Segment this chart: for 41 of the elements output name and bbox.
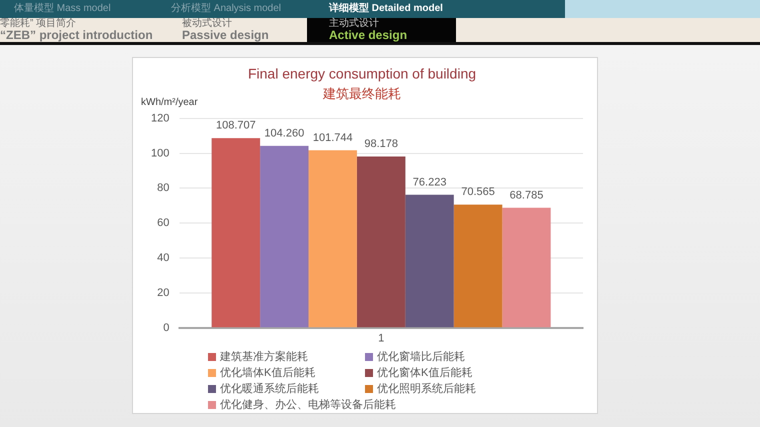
- legend-label: 建筑基准方案能耗: [219, 350, 308, 364]
- legend-label: 优化暖通系统后能耗: [220, 382, 319, 396]
- text: 详细模型 Detailed model: [329, 3, 443, 15]
- legend-label: 优化墙体K值后能耗: [220, 366, 316, 380]
- chart-title: Final energy consumption of building: [248, 65, 476, 82]
- y-tick-label: 20: [157, 286, 170, 299]
- y-tick-label: 80: [157, 182, 170, 194]
- text: 主动式设计: [329, 18, 380, 29]
- text: 零能耗” 项目简介: [0, 18, 78, 29]
- text: 体量模型 Mass model: [14, 3, 111, 15]
- y-tick-label: 0: [163, 322, 170, 334]
- y-tick-label: 120: [150, 112, 170, 124]
- x-tick-label: 1: [378, 332, 384, 344]
- bar: [356, 156, 406, 328]
- data-label: 101.744: [312, 132, 353, 144]
- data-label: 108.707: [216, 120, 256, 132]
- data-label: 98.178: [364, 138, 398, 150]
- y-tick-label: 40: [157, 252, 170, 264]
- bar: [502, 208, 551, 328]
- data-label: 68.785: [510, 189, 544, 202]
- data-label: 76.223: [412, 176, 446, 188]
- data-label: 104.260: [264, 127, 304, 140]
- bar: [260, 146, 309, 328]
- text: 被动式设计: [182, 18, 233, 29]
- y-tick-label: 100: [150, 147, 170, 160]
- legend-label: 优化窗体K值后能耗: [377, 366, 472, 380]
- text: Active design: [329, 28, 408, 42]
- text: “ZEB” project introduction: [0, 28, 153, 42]
- bar: [308, 150, 357, 328]
- bar: [405, 194, 454, 328]
- legend-label: 优化健身、办公、电梯等设备后能耗: [220, 398, 396, 412]
- bar: [212, 138, 260, 328]
- legend-label: 优化照明系统后能耗: [377, 382, 476, 396]
- y-tick-label: 60: [157, 217, 170, 230]
- data-label: 70.565: [461, 186, 495, 198]
- y-axis-title: kWh/m²/year: [141, 97, 198, 108]
- text: Passive design: [182, 28, 269, 42]
- legend-label: 优化窗墙比后能耗: [377, 350, 465, 364]
- bar: [454, 204, 502, 328]
- text: 分析模型 Analysis model: [171, 3, 282, 15]
- chart-subtitle: 建筑最终能耗: [322, 86, 401, 102]
